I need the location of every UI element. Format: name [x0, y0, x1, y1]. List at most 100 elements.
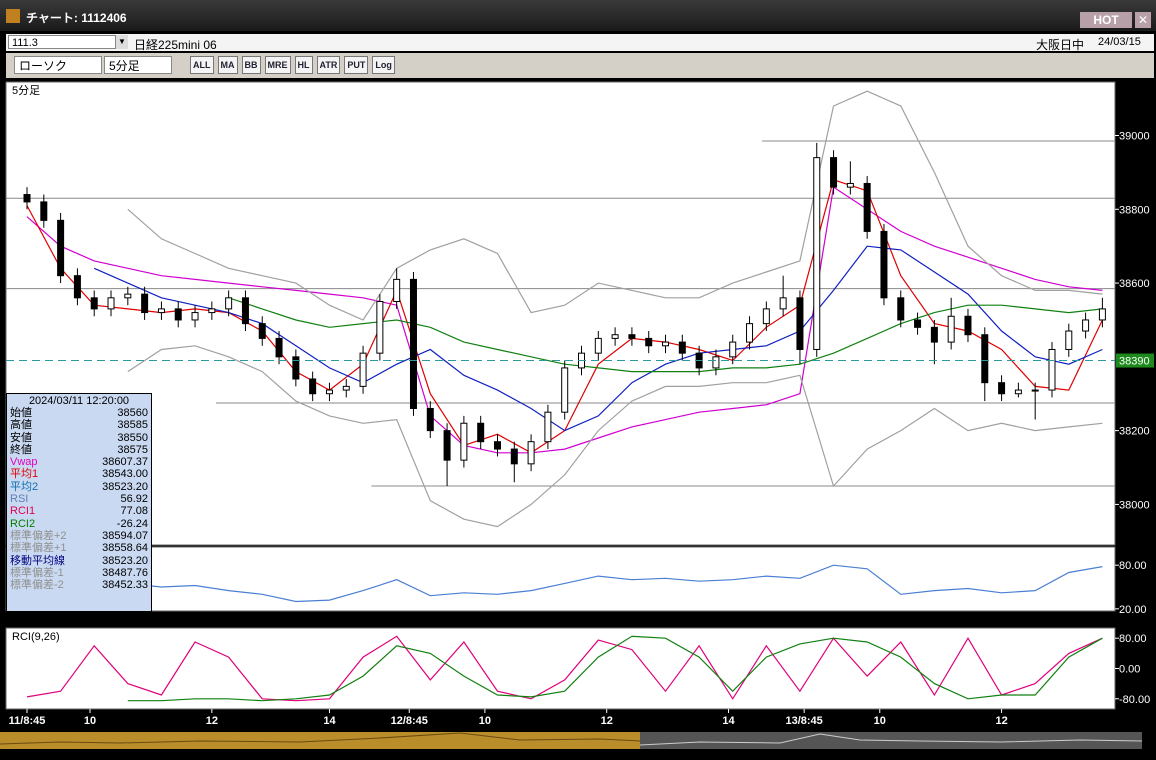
info-value: 38523.20	[102, 554, 148, 567]
candle-body	[241, 297, 249, 325]
tool-button[interactable]: MA	[217, 56, 238, 74]
candle-body	[1065, 330, 1073, 350]
scroll-overview	[639, 733, 1143, 746]
current-price-box	[1116, 353, 1154, 368]
info-label: 平均1	[10, 468, 39, 481]
candle-body	[628, 334, 636, 339]
candle-body	[712, 356, 720, 369]
candle-body	[594, 337, 602, 354]
candle-body	[292, 356, 300, 380]
info-value: 38560	[117, 407, 148, 419]
y-tick-label: 38800	[1119, 204, 1150, 216]
tool-button[interactable]: HL	[294, 56, 313, 74]
info-value: 56.92	[120, 493, 148, 506]
info-label: Vwap	[10, 456, 38, 469]
candle-body	[90, 297, 98, 310]
code-input[interactable]: 111.3	[8, 35, 116, 49]
candle-body	[544, 411, 552, 443]
info-value: 38523.20	[102, 480, 148, 493]
period-select[interactable]: 5分足	[104, 56, 172, 74]
candle-body	[309, 378, 317, 395]
candle-body	[561, 367, 569, 413]
dropdown-arrow[interactable]: ▼	[116, 35, 128, 49]
y-tick-label: 38000	[1119, 499, 1150, 511]
candle-body	[947, 315, 955, 343]
tool-button[interactable]: MRE	[264, 56, 291, 74]
chart-area: 5分足 38000 38200 38600 38800 39000 38390 80.00 20…	[0, 81, 1154, 749]
x-tick-label: 12	[206, 715, 218, 727]
y-tick-label: 38600	[1119, 278, 1150, 290]
candle-body	[1098, 308, 1106, 321]
y-tick-label: 80.00	[1119, 633, 1147, 645]
info-datetime: 2024/03/11 12:20:00	[28, 395, 130, 407]
candle-body	[930, 326, 938, 343]
title-bar: チャート: 1112406 HOT ✕	[0, 0, 1156, 31]
info-label: 終値	[10, 443, 32, 456]
candle-body	[141, 293, 149, 314]
hot-button[interactable]: HOT	[1080, 12, 1132, 28]
panel-title: RCI(9,26)	[12, 631, 60, 643]
tool-button[interactable]: Log	[372, 56, 395, 74]
candle-body	[460, 422, 468, 461]
y-tick-label: -80.00	[1119, 694, 1150, 706]
x-tick-label: 14	[722, 715, 735, 727]
info-row: 始値 38560	[10, 407, 148, 419]
candle-body	[107, 297, 115, 310]
tool-button[interactable]: ALL	[190, 56, 214, 74]
info-value: 38550	[117, 431, 148, 444]
info-row: RCI1 77.08	[10, 505, 148, 517]
info-value: 38452.33	[102, 579, 148, 592]
info-value: 38543.00	[102, 468, 148, 481]
info-row: 終値 38575	[10, 444, 148, 456]
candle-body	[678, 341, 686, 354]
candle-body	[863, 182, 871, 232]
candle-body	[897, 297, 905, 321]
x-tick-label: 13/8:45	[785, 715, 822, 727]
candle-body	[527, 441, 535, 465]
candle-body	[1031, 389, 1039, 392]
info-row: 標準偏差+1 38558.64	[10, 542, 148, 554]
info-row: 平均2 38523.20	[10, 481, 148, 493]
tool-button[interactable]: BB	[241, 56, 261, 74]
panel-title: 5分足	[12, 84, 40, 97]
indicator-line	[26, 186, 1103, 454]
panel	[5, 81, 1116, 546]
candle-body	[880, 230, 888, 299]
info-value: 38558.64	[102, 542, 148, 555]
y-tick-label: 38200	[1119, 426, 1150, 438]
tool-button[interactable]: ATR	[316, 56, 341, 74]
x-tick-label: 10	[874, 715, 886, 727]
toolbar: ローソク 5分足 ALL MA BB MRE HL ATR PUT Log	[6, 53, 1154, 78]
candle-body	[846, 182, 854, 188]
style-select[interactable]: ローソク	[14, 56, 102, 74]
info-row: 標準偏差+2 38594.07	[10, 530, 148, 542]
x-tick-label: 14	[323, 715, 336, 727]
tool-button[interactable]: PUT	[344, 56, 369, 74]
info-value: 38487.76	[102, 566, 148, 579]
info-value: 38607.37	[102, 456, 148, 469]
info-value: 38585	[117, 419, 148, 432]
candle-body	[830, 157, 838, 188]
candle-body	[493, 441, 501, 450]
x-tick-label: 10	[84, 715, 96, 727]
candle-body	[762, 308, 770, 325]
info-label: 平均2	[10, 480, 39, 493]
x-tick-label: 11/8:45	[9, 715, 46, 727]
info-row: 安値 38550	[10, 432, 148, 444]
window-title: チャート: 1112406	[26, 11, 127, 25]
candle-body	[981, 334, 989, 384]
indicator-line	[127, 635, 1103, 702]
candle-body	[258, 323, 266, 339]
panel	[5, 546, 1116, 612]
candle-body	[409, 278, 417, 409]
candle-body	[443, 430, 451, 461]
indicator-line	[26, 635, 1103, 702]
candle-body	[73, 275, 81, 299]
indicator-line	[127, 90, 1103, 321]
panel	[5, 627, 1116, 710]
close-button[interactable]: ✕	[1135, 12, 1151, 28]
info-panel: 2024/03/11 12:20:00 始値 38560 高値 38585 安値 3855…	[6, 393, 152, 612]
session: 大阪日中	[1036, 38, 1085, 52]
candle-body	[779, 297, 787, 310]
